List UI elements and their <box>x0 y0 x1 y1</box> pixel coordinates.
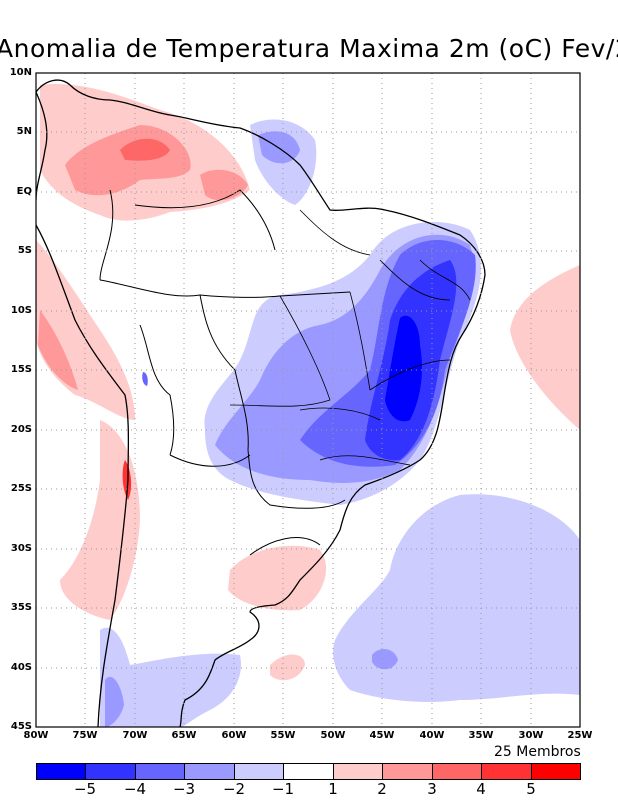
state-borders <box>229 209 471 466</box>
lon-label: 25W <box>567 730 593 741</box>
coastline-west <box>36 91 130 727</box>
colorbar-swatch <box>531 764 580 779</box>
coastline <box>36 79 486 727</box>
lat-label: 5N <box>16 126 32 137</box>
lon-label: 60W <box>221 730 247 741</box>
members-label: 25 Membros <box>494 744 581 760</box>
lon-label: 45W <box>369 730 395 741</box>
colorbar-label: 4 <box>476 780 486 798</box>
lat-label: 15S <box>10 364 32 375</box>
anomaly-cool-patagonia <box>100 627 241 727</box>
lon-label: 75W <box>72 730 98 741</box>
lon-label: 50W <box>320 730 346 741</box>
anomaly-cool-atlantic <box>333 494 580 702</box>
lat-label: 35S <box>10 602 32 613</box>
lat-label: 25S <box>10 483 32 494</box>
lat-label: 10N <box>9 67 32 78</box>
colorbar-label: −3 <box>172 780 196 798</box>
anomaly-warm-chile <box>60 420 140 620</box>
anomaly-warm-atlantic <box>510 265 580 430</box>
lat-label: 10S <box>10 305 32 316</box>
anomaly-cool-central-5 <box>385 315 422 422</box>
colorbar-label: −4 <box>123 780 147 798</box>
colorbar-label: 3 <box>427 780 437 798</box>
lat-label: 5S <box>17 245 32 256</box>
colorbar-swatch <box>284 764 334 779</box>
lat-label: 30S <box>10 543 32 554</box>
colorbar-label: 2 <box>377 780 387 798</box>
lon-label: 40W <box>419 730 445 741</box>
country-borders <box>99 189 351 556</box>
colorbar-swatch <box>383 764 433 779</box>
anomaly-cool-atlantic-2 <box>372 648 398 670</box>
colorbar-swatch <box>432 764 483 779</box>
colorbar-swatch <box>234 764 285 779</box>
colorbar-label: −2 <box>222 780 246 798</box>
lat-label: 40S <box>10 662 32 673</box>
lat-label: 20S <box>10 424 32 435</box>
colorbar <box>36 763 581 780</box>
colorbar-swatch <box>482 764 532 779</box>
anomaly-cool-bolivia <box>142 372 148 386</box>
lat-label: EQ <box>16 186 32 197</box>
anomaly-warm-patagonia <box>270 654 305 681</box>
anomaly-warm-north-3 <box>120 138 170 161</box>
colorbar-swatch <box>37 764 87 779</box>
colorbar-swatch <box>333 764 384 779</box>
anomaly-warm-uruguay <box>228 545 327 611</box>
colorbar-swatch <box>135 764 186 779</box>
colorbar-label: −5 <box>73 780 97 798</box>
graticule <box>36 73 580 727</box>
lon-label: 80W <box>23 730 49 741</box>
colorbar-label: 1 <box>328 780 338 798</box>
lon-label: 55W <box>270 730 296 741</box>
lon-label: 70W <box>122 730 148 741</box>
map-title: Anomalia de Temperatura Maxima 2m (oC) F… <box>0 34 618 63</box>
colorbar-label: −1 <box>271 780 295 798</box>
lat-label: 45S <box>10 721 32 732</box>
anomaly-warm-peru <box>38 310 78 390</box>
lon-label: 30W <box>518 730 544 741</box>
colorbar-label: 5 <box>526 780 536 798</box>
lon-label: 65W <box>171 730 197 741</box>
lon-label: 35W <box>468 730 494 741</box>
colorbar-swatch <box>86 764 136 779</box>
anomaly-cool-patagonia-2 <box>105 676 124 727</box>
colorbar-swatch <box>185 764 235 779</box>
anomaly-warm-chile-core <box>122 460 132 500</box>
map-frame <box>35 72 581 728</box>
